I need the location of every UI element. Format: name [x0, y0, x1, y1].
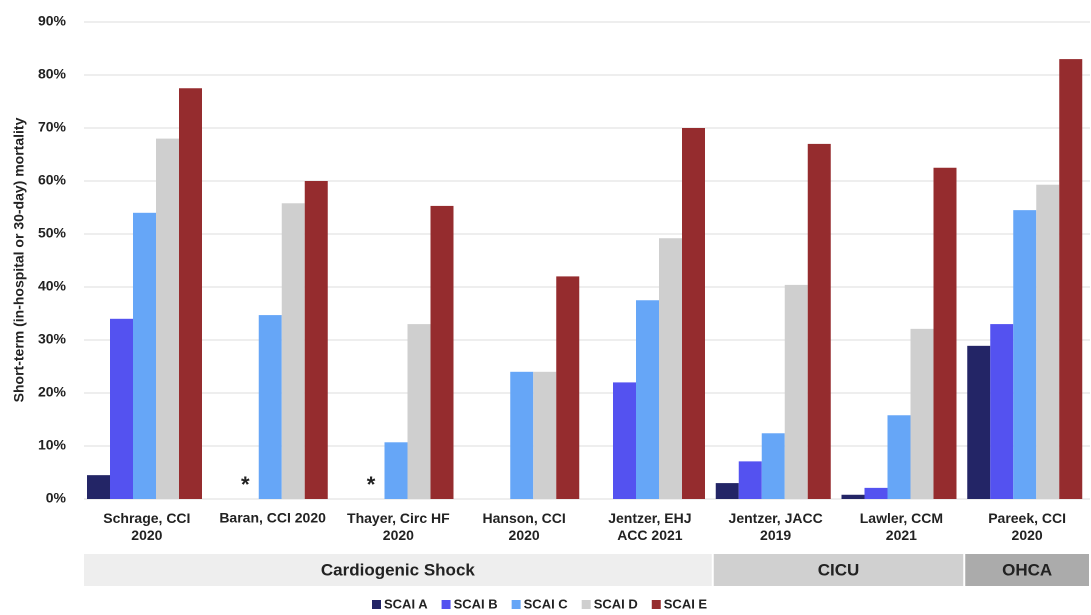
bar	[613, 382, 636, 499]
bar	[807, 143, 831, 499]
x-tick-label: Baran, CCI 2020	[219, 510, 326, 526]
bar	[110, 318, 133, 499]
bar	[990, 324, 1014, 499]
bar	[738, 461, 762, 499]
bar	[304, 181, 328, 499]
bar	[864, 487, 888, 499]
group-label: CICU	[818, 560, 860, 579]
bar	[281, 203, 305, 499]
bar	[761, 433, 785, 499]
y-tick-label: 10%	[38, 437, 67, 453]
x-tick-label: Hanson, CCI 2020	[483, 510, 566, 543]
bar	[933, 167, 957, 499]
annotation: *	[367, 472, 376, 497]
y-tick-label: 40%	[38, 278, 67, 294]
group-label: OHCA	[1002, 560, 1052, 579]
bar	[1013, 210, 1037, 499]
y-tick-label: 20%	[38, 384, 67, 400]
y-tick-label: 50%	[38, 225, 67, 241]
x-tick-label: Thayer, Circ HF 2020	[347, 510, 450, 543]
legend-swatch	[651, 600, 661, 609]
y-tick-label: 30%	[38, 331, 67, 347]
bar	[510, 371, 534, 499]
bar	[1036, 184, 1060, 499]
y-axis-label: Short-term (in-hospital or 30-day) morta…	[11, 117, 27, 402]
bar	[430, 205, 454, 499]
bar	[156, 138, 179, 499]
y-tick-label: 70%	[38, 119, 67, 135]
bar	[784, 284, 808, 499]
group-band	[713, 554, 964, 586]
group-label: Cardiogenic Shock	[321, 560, 476, 579]
legend-label: SCAI A	[384, 596, 428, 611]
annotation: *	[241, 472, 250, 497]
legend-label: SCAI E	[664, 596, 708, 611]
group-band	[965, 554, 1089, 586]
bar	[1059, 59, 1083, 499]
bar	[887, 415, 911, 499]
y-tick-label: 90%	[38, 13, 67, 29]
bar	[967, 345, 991, 499]
bar	[910, 328, 934, 499]
bar	[659, 238, 682, 500]
x-tick-label: Lawler, CCM 2021	[860, 510, 943, 543]
bar	[87, 475, 110, 499]
legend-swatch	[581, 600, 591, 609]
bar	[556, 276, 580, 499]
x-tick-label: Schrage, CCI 2020	[103, 510, 190, 543]
legend-label: SCAI D	[594, 596, 638, 611]
legend-label: SCAI C	[524, 596, 569, 611]
x-tick-label: Pareek, CCI 2020	[988, 510, 1066, 543]
bar	[841, 494, 865, 499]
bar	[407, 324, 431, 499]
bar	[636, 300, 659, 499]
x-tick-label: Jentzer, JACC 2019	[729, 510, 823, 543]
y-tick-label: 60%	[38, 172, 67, 188]
bar	[682, 128, 705, 499]
legend-label: SCAI B	[454, 596, 498, 611]
y-tick-label: 0%	[46, 490, 67, 506]
bar	[258, 315, 282, 499]
group-band	[84, 554, 712, 586]
legend-swatch	[441, 600, 451, 609]
legend-swatch	[372, 600, 381, 609]
x-tick-label: Jentzer, EHJ ACC 2021	[608, 510, 691, 543]
bar	[533, 371, 557, 499]
bar	[384, 442, 408, 499]
y-tick-label: 80%	[38, 66, 67, 82]
bar	[715, 483, 739, 499]
legend-swatch	[511, 600, 521, 609]
bar	[179, 88, 202, 499]
bar	[133, 212, 156, 500]
